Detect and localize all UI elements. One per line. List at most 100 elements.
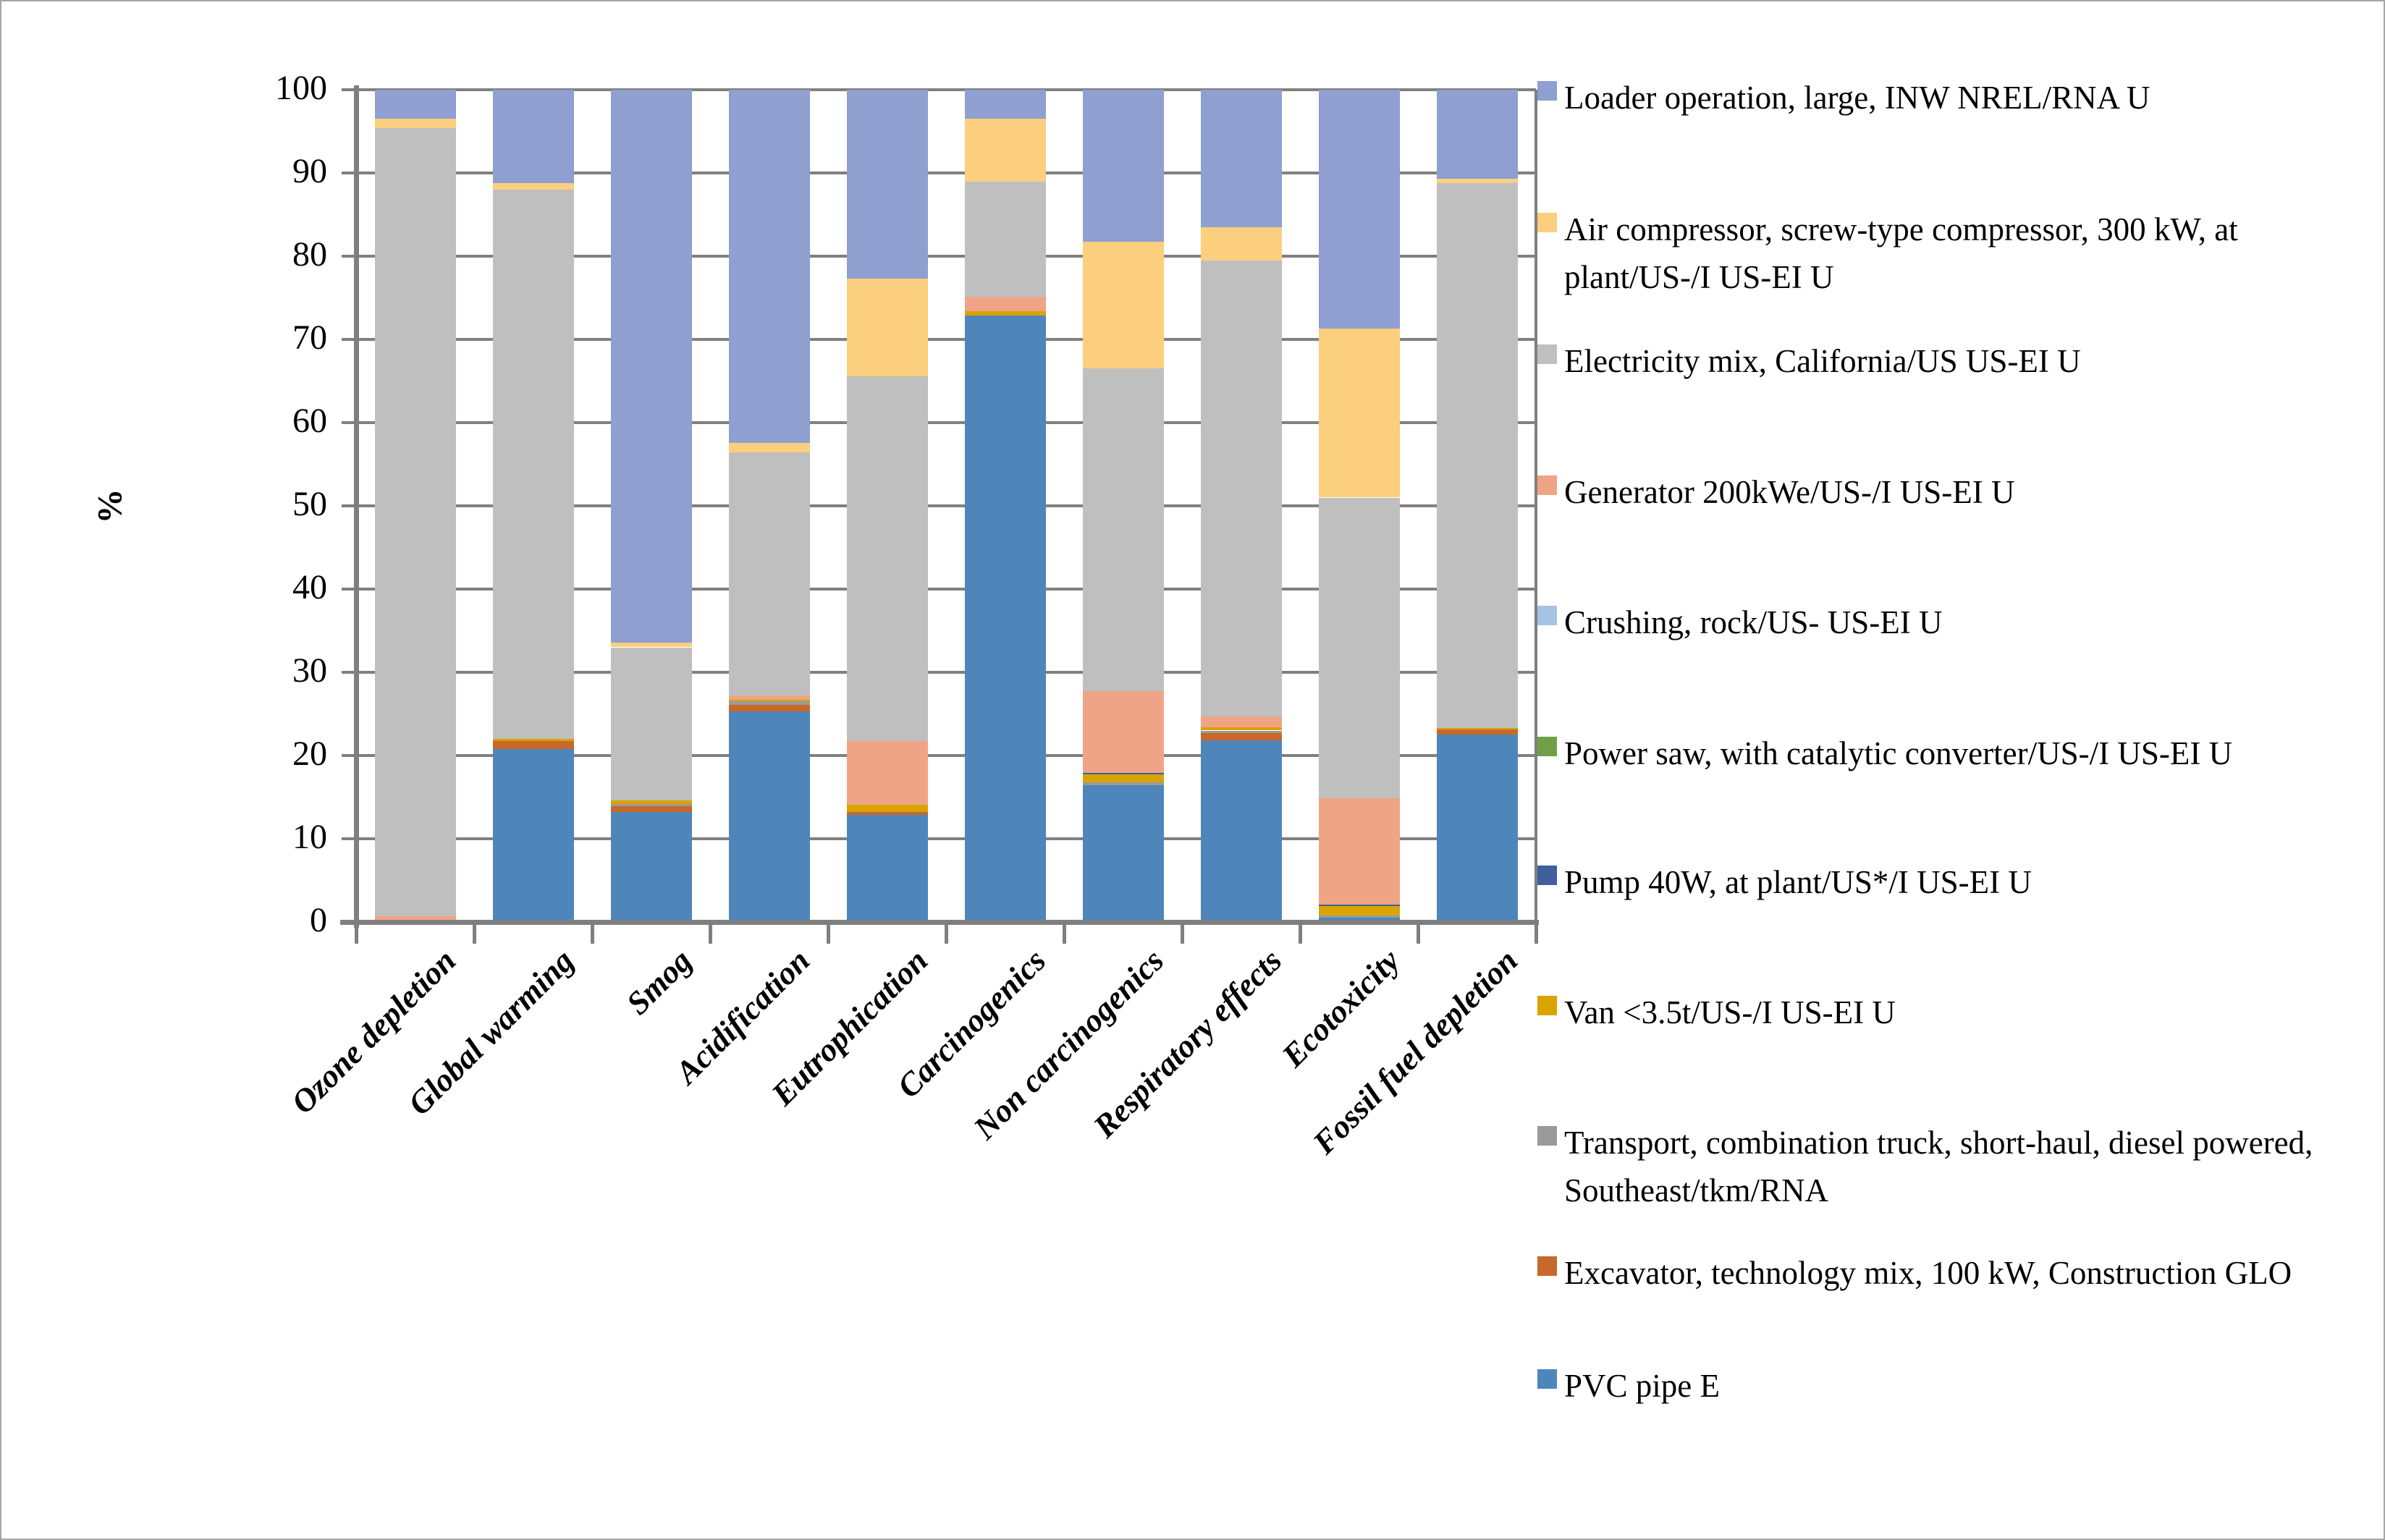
bar-segment-3-3 — [610, 803, 692, 807]
y-tick-20 — [342, 754, 356, 757]
x-tick-0 — [355, 922, 358, 944]
y-tick-10 — [342, 837, 356, 840]
x-axis-line — [340, 920, 1539, 925]
bar-segment-8-4 — [1200, 727, 1282, 731]
y-axis-label: 50 — [292, 485, 327, 523]
bar-segment-7-10 — [1082, 242, 1164, 369]
legend-swatch — [1537, 475, 1557, 495]
legend-swatch — [1537, 81, 1557, 101]
gridline-50 — [356, 504, 1536, 507]
y-axis-label: 60 — [292, 402, 327, 440]
bar-segment-2-1 — [492, 748, 574, 922]
bar-segment-3-4 — [610, 800, 692, 804]
bar-segment-10-4 — [1436, 728, 1518, 730]
legend-label: Electricity mix, California/US US-EI U — [1564, 343, 2081, 379]
legend-item: Van <3.5t/US-/I US-EI U — [1537, 989, 2381, 1036]
legend-label: Excavator, technology mix, 100 kW, Const… — [1564, 1255, 2292, 1291]
y-axis-label: 80 — [292, 235, 327, 274]
bar-segment-4-8 — [728, 695, 810, 700]
legend-label: Crushing, rock/US- US-EI U — [1564, 604, 1943, 640]
bar-segment-9-11 — [1318, 90, 1400, 329]
y-axis-title: % — [90, 488, 130, 524]
y-tick-50 — [342, 504, 356, 507]
y-tick-100 — [342, 88, 356, 91]
legend-swatch — [1537, 737, 1557, 756]
bar-segment-1-8 — [374, 915, 456, 922]
gridline-40 — [356, 588, 1536, 591]
x-tick-6 — [1063, 922, 1066, 944]
bar-segment-5-1 — [846, 814, 928, 922]
y-axis-label: 30 — [292, 651, 327, 690]
bar-segment-8-3 — [1200, 730, 1282, 733]
bar-segment-5-2 — [846, 812, 928, 815]
bar-segment-7-9 — [1082, 368, 1164, 692]
bar-segment-3-9 — [610, 647, 692, 801]
legend-item: Air compressor, screw-type compressor, 3… — [1537, 206, 2381, 301]
bar-segment-8-9 — [1200, 260, 1282, 716]
bar-segment-7-5 — [1082, 773, 1164, 775]
legend-label: Van <3.5t/US-/I US-EI U — [1564, 994, 1896, 1031]
bar-segment-9-10 — [1318, 329, 1400, 498]
gridline-70 — [356, 338, 1536, 341]
y-axis-label: 0 — [310, 901, 327, 939]
gridline-30 — [356, 671, 1536, 674]
legend-label: Loader operation, large, INW NREL/RNA U — [1564, 80, 2150, 116]
gridline-80 — [356, 255, 1536, 258]
legend-label: PVC pipe E — [1564, 1368, 1721, 1404]
bar-segment-5-4 — [846, 804, 928, 813]
bar-segment-1-11 — [374, 90, 456, 119]
bar-segment-9-8 — [1318, 798, 1400, 905]
plot-right-border — [1535, 90, 1537, 922]
y-tick-30 — [342, 671, 356, 674]
bar-segment-10-9 — [1436, 182, 1518, 729]
x-tick-1 — [473, 922, 476, 944]
bar-segment-5-10 — [846, 279, 928, 376]
bar-segment-7-3 — [1082, 782, 1164, 786]
legend-swatch — [1537, 996, 1557, 1015]
bar-segment-7-4 — [1082, 774, 1164, 782]
bar-segment-8-8 — [1200, 716, 1282, 727]
legend-label: Generator 200kWe/US-/I US-EI U — [1564, 474, 2015, 510]
bar-segment-10-10 — [1436, 179, 1518, 183]
bar-segment-2-2 — [492, 741, 574, 749]
x-tick-9 — [1417, 922, 1420, 944]
bar-segment-3-1 — [610, 812, 692, 922]
bar-segment-4-4 — [728, 699, 810, 702]
legend-swatch — [1537, 1126, 1557, 1146]
legend-item: Transport, combination truck, short-haul… — [1537, 1119, 2381, 1214]
bar-segment-7-8 — [1082, 691, 1164, 774]
legend-item: PVC pipe E — [1537, 1362, 2381, 1410]
bar-segment-7-1 — [1082, 785, 1164, 922]
bar-segment-9-5 — [1318, 904, 1400, 907]
legend-label: Power saw, with catalytic converter/US-/… — [1564, 735, 2233, 771]
legend-label: Air compressor, screw-type compressor, 3… — [1564, 211, 2238, 295]
x-tick-10 — [1535, 922, 1538, 944]
y-tick-40 — [342, 588, 356, 591]
bar-segment-6-8 — [964, 297, 1046, 311]
x-tick-5 — [945, 922, 948, 944]
bar-segment-4-10 — [728, 442, 810, 453]
y-axis-label: 90 — [292, 152, 327, 190]
legend-swatch — [1537, 606, 1557, 625]
bar-segment-8-11 — [1200, 90, 1282, 227]
y-axis-label: 100 — [275, 69, 327, 107]
bar-segment-10-2 — [1436, 729, 1518, 735]
bar-segment-9-4 — [1318, 906, 1400, 915]
bar-segment-6-11 — [964, 90, 1046, 119]
bar-segment-8-10 — [1200, 227, 1282, 261]
legend-item: Excavator, technology mix, 100 kW, Const… — [1537, 1249, 2381, 1297]
x-tick-4 — [827, 922, 830, 944]
gridline-100 — [356, 88, 1536, 91]
y-axis-label: 70 — [292, 318, 327, 357]
x-tick-7 — [1181, 922, 1184, 944]
bar-segment-6-1 — [964, 315, 1046, 922]
bar-segment-3-10 — [610, 642, 692, 648]
y-axis-label: 10 — [292, 818, 327, 856]
legend-swatch — [1537, 1369, 1557, 1389]
legend-item: Power saw, with catalytic converter/US-/… — [1537, 729, 2381, 777]
gridline-10 — [356, 837, 1536, 840]
bar-segment-4-11 — [728, 90, 810, 443]
bar-segment-2-4 — [492, 739, 574, 742]
bar-segment-9-9 — [1318, 497, 1400, 798]
bar-segment-5-8 — [846, 741, 928, 805]
